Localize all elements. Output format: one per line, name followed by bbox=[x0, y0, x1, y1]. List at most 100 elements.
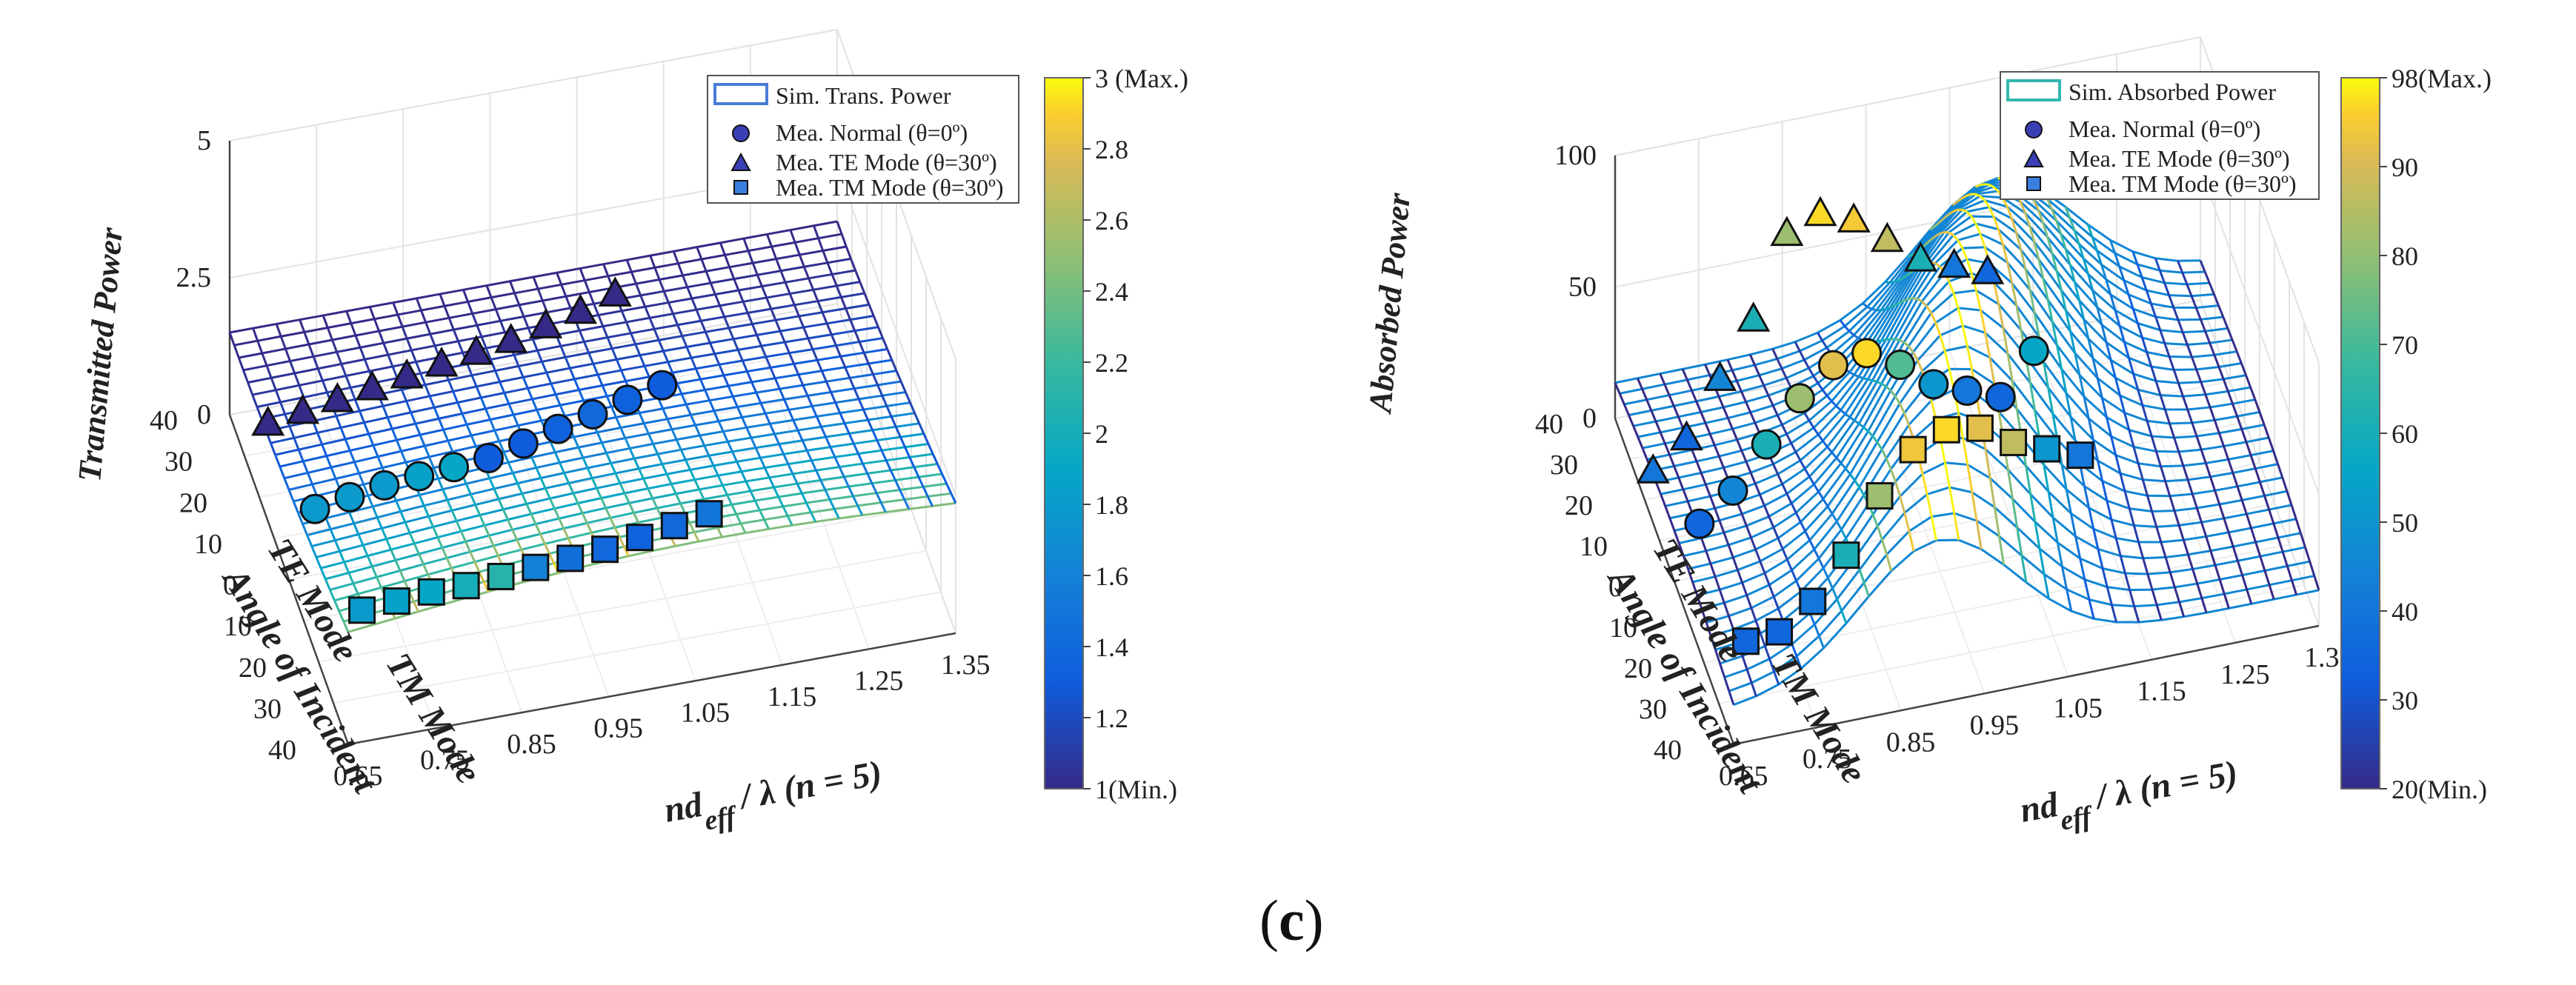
mesh-line bbox=[581, 512, 588, 524]
mesh-line bbox=[765, 297, 773, 310]
mesh-line bbox=[1951, 201, 1958, 207]
mesh-line bbox=[579, 267, 586, 281]
mesh-line bbox=[502, 509, 509, 521]
mesh-line bbox=[443, 305, 450, 318]
mesh-line bbox=[819, 479, 827, 491]
mesh-line bbox=[756, 274, 763, 287]
mesh-line bbox=[2181, 272, 2189, 285]
te-marker bbox=[1703, 361, 1737, 391]
mesh-line bbox=[2083, 318, 2090, 339]
mesh-line bbox=[1943, 462, 1951, 488]
mesh-line bbox=[792, 419, 799, 431]
mesh-line bbox=[2043, 574, 2050, 599]
mesh-line bbox=[2006, 262, 2014, 284]
mesh-line bbox=[1867, 378, 1873, 382]
mesh-line bbox=[662, 290, 670, 304]
mesh-line bbox=[578, 330, 585, 343]
mesh-line bbox=[405, 400, 413, 413]
mesh-line bbox=[899, 381, 907, 393]
mesh-line bbox=[297, 449, 304, 462]
mesh-line bbox=[805, 502, 812, 513]
mesh-line bbox=[2223, 518, 2230, 533]
mesh-line bbox=[779, 330, 786, 343]
mesh-line bbox=[2204, 462, 2211, 478]
mesh-line bbox=[2056, 542, 2063, 567]
mesh-line bbox=[2091, 439, 2100, 461]
mesh-line bbox=[2131, 251, 2139, 265]
mesh-line bbox=[2223, 445, 2230, 460]
mesh-line bbox=[1763, 572, 1771, 586]
mesh-line bbox=[1772, 464, 1779, 475]
mesh-line bbox=[820, 426, 827, 438]
y-tick-label: 30 bbox=[1550, 450, 1578, 481]
tm-marker bbox=[522, 553, 550, 581]
mesh-line bbox=[713, 410, 720, 422]
mesh-line bbox=[2060, 290, 2067, 311]
mesh-line bbox=[610, 406, 617, 418]
mesh-line bbox=[2020, 249, 2027, 270]
y-tick-label: 0 bbox=[1608, 572, 1623, 603]
mesh-line bbox=[545, 372, 553, 384]
tm-marker bbox=[1765, 618, 1794, 646]
mesh-line bbox=[1889, 390, 1897, 397]
mesh-line bbox=[614, 473, 622, 484]
mesh-line bbox=[452, 390, 459, 404]
mesh-line bbox=[2195, 507, 2203, 523]
x-tick-label: 1.25 bbox=[854, 665, 904, 696]
mesh-line bbox=[548, 552, 556, 564]
mesh-line bbox=[672, 313, 679, 326]
mesh-line bbox=[349, 387, 356, 400]
mesh-line bbox=[1858, 569, 1866, 584]
mesh-line bbox=[362, 544, 369, 557]
mesh-line bbox=[478, 571, 485, 583]
mesh-line bbox=[1863, 426, 1869, 433]
mesh-line bbox=[424, 384, 431, 397]
mesh-line bbox=[833, 508, 840, 519]
mesh-line bbox=[1813, 624, 1820, 637]
mesh-line bbox=[1768, 515, 1775, 528]
mesh-line bbox=[2124, 572, 2131, 590]
mesh-line bbox=[2028, 382, 2037, 411]
mesh-line bbox=[945, 483, 953, 494]
mesh-line bbox=[835, 344, 842, 357]
mesh-line bbox=[2169, 495, 2176, 512]
mesh-line bbox=[1966, 346, 1974, 370]
mesh-line bbox=[770, 308, 777, 321]
mesh-line bbox=[682, 275, 689, 288]
mesh-line bbox=[1934, 262, 1941, 268]
mesh-line bbox=[1934, 233, 1940, 238]
mesh-line bbox=[813, 225, 820, 239]
mesh-line bbox=[588, 352, 595, 364]
mesh-line bbox=[408, 532, 416, 544]
mesh-line bbox=[623, 492, 630, 504]
mesh-line bbox=[2106, 417, 2113, 437]
mesh-line bbox=[2100, 264, 2108, 280]
mesh-line bbox=[825, 381, 832, 393]
mesh-line bbox=[2186, 344, 2193, 358]
mesh-line bbox=[2254, 468, 2261, 483]
mesh-line bbox=[2236, 486, 2243, 501]
legend-normal-swatch bbox=[2025, 121, 2043, 138]
mesh-line bbox=[1844, 413, 1851, 418]
mesh-line bbox=[821, 312, 828, 324]
mesh-line bbox=[368, 306, 376, 320]
te-marker bbox=[1903, 241, 1937, 272]
mesh-line bbox=[2078, 300, 2086, 320]
mesh-line bbox=[2078, 374, 2086, 398]
mesh-line bbox=[2160, 466, 2167, 482]
mesh-line bbox=[399, 570, 406, 582]
mesh-line bbox=[675, 438, 682, 450]
mesh-line bbox=[2209, 407, 2216, 421]
mesh-line bbox=[2123, 490, 2131, 510]
mesh-line bbox=[2191, 493, 2198, 509]
z-axis-label: Absorbed Power bbox=[1362, 191, 1417, 416]
mesh-line bbox=[1654, 421, 1662, 433]
mesh-line bbox=[2073, 230, 2080, 244]
mesh-line bbox=[2186, 409, 2194, 424]
normal-marker bbox=[577, 399, 608, 430]
mesh-line bbox=[1854, 479, 1860, 488]
y-tick-label: 20 bbox=[1565, 490, 1593, 521]
mesh-line bbox=[722, 375, 730, 387]
z-tick-label: 5 bbox=[197, 125, 211, 156]
mesh-line bbox=[558, 518, 565, 530]
